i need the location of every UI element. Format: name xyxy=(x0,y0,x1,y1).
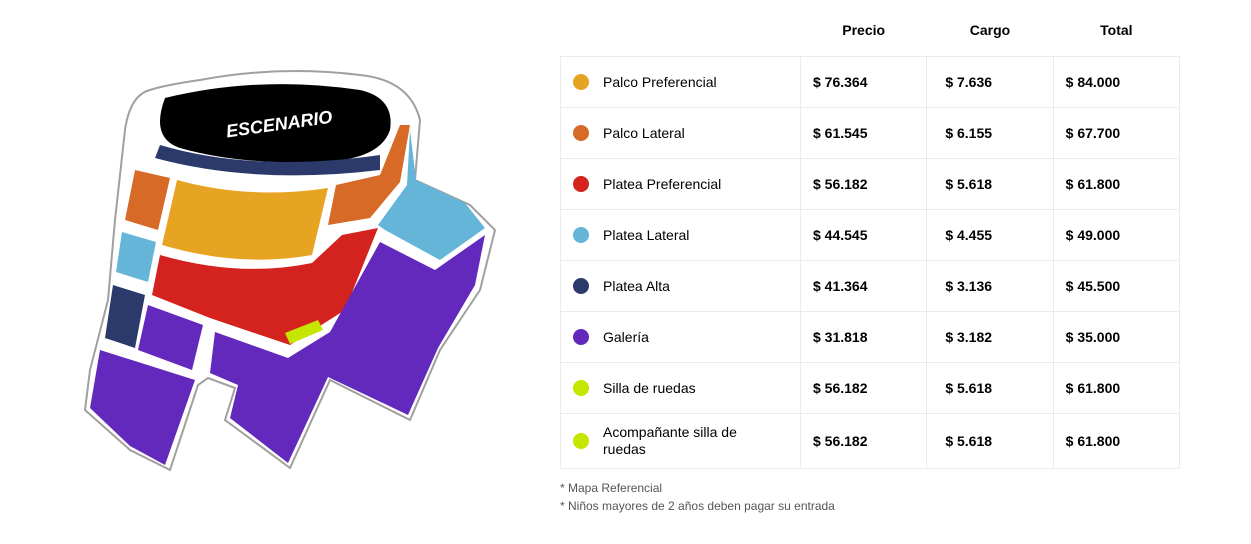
pricing-body: Palco Preferencial $ 76.364$ 7.636$ 84.00… xyxy=(561,57,1180,469)
page: ESCENARIO xyxy=(0,0,1251,544)
price-cell: $ 76.364 xyxy=(801,57,927,108)
price-cell: $ 44.545 xyxy=(801,210,927,261)
color-swatch-icon xyxy=(573,74,589,90)
pricing-row: Silla de ruedas $ 56.182$ 5.618$ 61.800 xyxy=(561,363,1180,414)
category-label: Acompañante silla de ruedas xyxy=(603,424,763,458)
category-cell: Palco Lateral xyxy=(561,108,801,159)
pricing-header-row: Precio Cargo Total xyxy=(561,10,1180,57)
category-cell: Silla de ruedas xyxy=(561,363,801,414)
price-cell: $ 56.182 xyxy=(801,159,927,210)
pricing-row: Galería $ 31.818$ 3.182$ 35.000 xyxy=(561,312,1180,363)
price-cell: $ 61.545 xyxy=(801,108,927,159)
charge-cell: $ 5.618 xyxy=(927,414,1053,469)
category-label: Palco Lateral xyxy=(603,125,685,142)
pricing-row: Platea Alta $ 41.364$ 3.136$ 45.500 xyxy=(561,261,1180,312)
category-cell: Platea Preferencial xyxy=(561,159,801,210)
color-swatch-icon xyxy=(573,278,589,294)
color-swatch-icon xyxy=(573,329,589,345)
total-cell: $ 61.800 xyxy=(1053,414,1179,469)
total-cell: $ 61.800 xyxy=(1053,159,1179,210)
price-cell: $ 31.818 xyxy=(801,312,927,363)
total-cell: $ 49.000 xyxy=(1053,210,1179,261)
price-cell: $ 41.364 xyxy=(801,261,927,312)
total-cell: $ 67.700 xyxy=(1053,108,1179,159)
category-label: Silla de ruedas xyxy=(603,380,696,397)
map-palco-preferencial[interactable] xyxy=(162,180,328,260)
charge-cell: $ 5.618 xyxy=(927,363,1053,414)
note-line: * Niños mayores de 2 años deben pagar su… xyxy=(560,499,1180,513)
category-label: Platea Lateral xyxy=(603,227,689,244)
category-label: Platea Alta xyxy=(603,278,670,295)
total-cell: $ 84.000 xyxy=(1053,57,1179,108)
pricing-row: Platea Lateral $ 44.545$ 4.455$ 49.000 xyxy=(561,210,1180,261)
total-cell: $ 45.500 xyxy=(1053,261,1179,312)
charge-cell: $ 5.618 xyxy=(927,159,1053,210)
category-label: Palco Preferencial xyxy=(603,74,717,91)
price-cell: $ 56.182 xyxy=(801,414,927,469)
pricing-table: Precio Cargo Total Palco Preferencial $ 7… xyxy=(560,10,1180,469)
charge-cell: $ 6.155 xyxy=(927,108,1053,159)
charge-cell: $ 3.182 xyxy=(927,312,1053,363)
color-swatch-icon xyxy=(573,125,589,141)
color-swatch-icon xyxy=(573,176,589,192)
total-cell: $ 61.800 xyxy=(1053,363,1179,414)
total-cell: $ 35.000 xyxy=(1053,312,1179,363)
pricing-row: Acompañante silla de ruedas $ 56.182$ 5.6… xyxy=(561,414,1180,469)
header-price: Precio xyxy=(801,10,927,57)
price-cell: $ 56.182 xyxy=(801,363,927,414)
pricing-row: Palco Preferencial $ 76.364$ 7.636$ 84.00… xyxy=(561,57,1180,108)
notes: * Mapa Referencial * Niños mayores de 2 … xyxy=(560,481,1180,513)
pricing-panel: Precio Cargo Total Palco Preferencial $ 7… xyxy=(560,10,1180,517)
pricing-row: Palco Lateral $ 61.545$ 6.155$ 67.700 xyxy=(561,108,1180,159)
charge-cell: $ 3.136 xyxy=(927,261,1053,312)
pricing-row: Platea Preferencial $ 56.182$ 5.618$ 61.8… xyxy=(561,159,1180,210)
category-label: Galería xyxy=(603,329,649,346)
color-swatch-icon xyxy=(573,380,589,396)
charge-cell: $ 4.455 xyxy=(927,210,1053,261)
category-cell: Acompañante silla de ruedas xyxy=(561,414,801,469)
charge-cell: $ 7.636 xyxy=(927,57,1053,108)
color-swatch-icon xyxy=(573,227,589,243)
venue-map: ESCENARIO xyxy=(80,50,510,480)
category-cell: Platea Alta xyxy=(561,261,801,312)
header-charge: Cargo xyxy=(927,10,1053,57)
category-cell: Galería xyxy=(561,312,801,363)
category-cell: Platea Lateral xyxy=(561,210,801,261)
category-cell: Palco Preferencial xyxy=(561,57,801,108)
header-category xyxy=(561,10,801,57)
header-total: Total xyxy=(1053,10,1179,57)
color-swatch-icon xyxy=(573,433,589,449)
venue-map-svg: ESCENARIO xyxy=(80,50,510,480)
note-line: * Mapa Referencial xyxy=(560,481,1180,495)
category-label: Platea Preferencial xyxy=(603,176,721,193)
